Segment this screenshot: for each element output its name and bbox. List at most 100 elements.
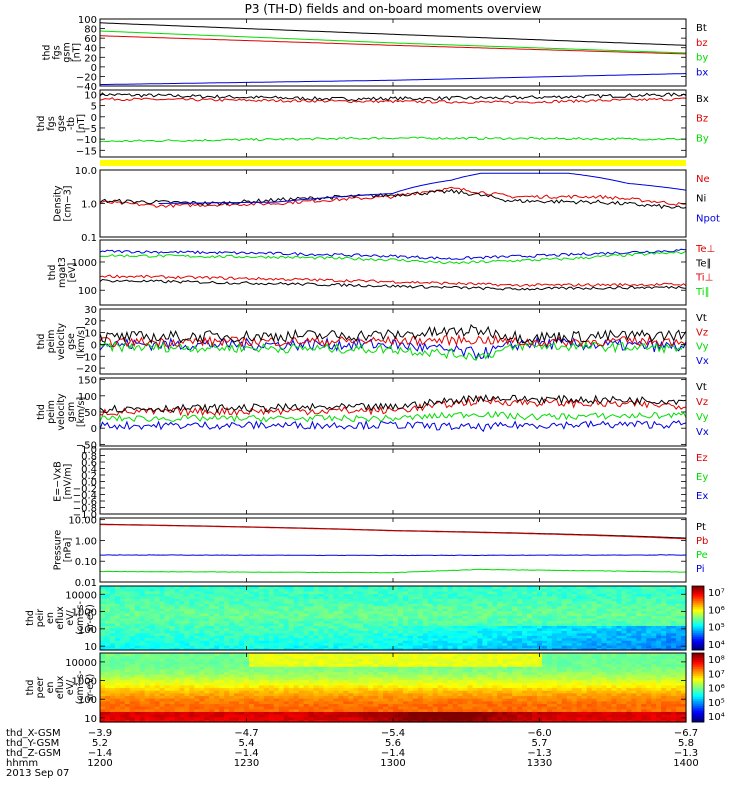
series-line-By: [100, 137, 686, 142]
legend-entry: Ey: [696, 472, 708, 483]
y-tick-label: 0: [91, 340, 97, 351]
y-tick-label: 0: [91, 424, 97, 435]
legend-entry: Bt: [696, 23, 707, 34]
y-tick-label: 5: [91, 102, 97, 113]
legend-entry: Te⊥: [695, 244, 715, 255]
legend-entry: Npot: [696, 213, 720, 224]
y-tick-label: 10: [84, 714, 97, 725]
legend-entry: Vz: [696, 327, 708, 338]
y-tick-label: 10000: [65, 658, 97, 669]
y-tick-label: 10.00: [68, 516, 97, 527]
colorbar-tick-label: 10⁵: [708, 623, 725, 634]
y-axis-label: sr-eV): [85, 604, 96, 632]
series-line-Bt: [100, 23, 686, 46]
legend-entry: Ti⊥: [695, 273, 713, 284]
y-tick-label: −15: [76, 146, 97, 157]
legend-entry: Vx: [696, 427, 709, 438]
legend-entry: bx: [696, 67, 708, 78]
legend-entry: Ne: [696, 174, 710, 185]
legend-entry: Pt: [696, 522, 706, 533]
legend-entry: Pb: [696, 536, 708, 547]
legend-entry: Vz: [696, 397, 708, 408]
colorbar-tick-label: 10⁸: [708, 655, 725, 666]
series-line-Vy: [100, 412, 686, 422]
series-line-Vx: [100, 421, 686, 431]
series-line-Ti_perp: [100, 249, 686, 259]
y-axis-label: [km/s]: [76, 397, 87, 427]
legend-entry: by: [696, 53, 708, 64]
colorbar-tick-label: 10⁷: [708, 669, 725, 680]
y-tick-label: 0.10: [75, 557, 97, 568]
y-axis-label: sr-eV): [85, 674, 96, 702]
spectrogram-peer: [100, 653, 687, 723]
y-axis-label: [km/s]: [76, 326, 87, 356]
series-line-Pb: [100, 525, 686, 539]
y-tick-label: 10: [84, 90, 97, 101]
colorbar-tick-label: 10⁴: [708, 712, 725, 723]
legend-entry: By: [696, 133, 709, 144]
y-tick-label: −20: [76, 364, 97, 375]
legend-entry: bz: [696, 38, 708, 49]
legend-entry: Bx: [696, 94, 709, 105]
x-axis-value: 1230: [234, 758, 259, 769]
y-tick-label: 1.0: [81, 200, 97, 211]
y-axis-label: [nT]: [76, 114, 87, 133]
legend-entry: Ex: [696, 491, 708, 502]
y-tick-label: 30: [84, 305, 97, 316]
y-tick-label: 10.0: [75, 166, 97, 177]
y-axis-label: [nT]: [72, 43, 83, 62]
x-axis-value: 1330: [527, 758, 552, 769]
legend-entry: Ti∥: [695, 287, 710, 298]
y-tick-label: 10000: [65, 590, 97, 601]
y-tick-label: 0: [91, 113, 97, 124]
series-line-Pe: [100, 569, 686, 573]
plot-title: P3 (TH-D) fields and on-board moments ov…: [245, 2, 542, 16]
colorbar-tick-label: 10⁶: [708, 605, 725, 616]
series-line-Vx: [100, 338, 686, 359]
y-axis-label: [cm−3]: [63, 186, 74, 222]
legend-entry: Vt: [696, 313, 707, 324]
y-tick-label: 10: [84, 642, 97, 653]
y-axis-label: [mV/m]: [63, 464, 74, 500]
colorbar-tick-label: 10⁵: [708, 698, 725, 709]
legend-entry: Pi: [696, 564, 705, 575]
series-line-Npot: [159, 173, 686, 203]
legend-entry: Vy: [696, 342, 709, 353]
x-axis-value: 1400: [673, 758, 698, 769]
y-tick-label: 0.1: [81, 233, 97, 244]
y-axis-label: [nPa]: [63, 538, 74, 563]
legend-entry: Bz: [696, 114, 708, 125]
panel-frame: [100, 449, 686, 514]
series-line-Ti_par: [100, 251, 686, 264]
series-line-Ne: [100, 187, 686, 207]
spectrogram-peir: [100, 586, 687, 651]
x-axis-value: 1300: [380, 758, 405, 769]
y-tick-label: 1.00: [75, 536, 97, 547]
colorbar-tick-label: 10⁴: [708, 640, 725, 651]
colorbar-tick-label: 10⁷: [708, 588, 725, 599]
y-tick-label: 0.01: [75, 578, 97, 589]
y-tick-label: 150: [78, 376, 97, 387]
date-label: 2013 Sep 07: [6, 768, 69, 779]
colorbar-peir: 10⁷ 10⁶ 10⁵ 10⁴: [692, 586, 725, 651]
legend-entry: Vx: [696, 356, 709, 367]
series-line-Vz: [100, 397, 686, 415]
y-tick-label: 100: [78, 286, 97, 297]
series-line-Pi: [100, 555, 686, 556]
series-line-Ni: [100, 189, 686, 208]
legend-entry: Te∥: [695, 258, 712, 269]
legend-entry: Vt: [696, 382, 707, 393]
legend-entry: Pe: [696, 550, 708, 561]
